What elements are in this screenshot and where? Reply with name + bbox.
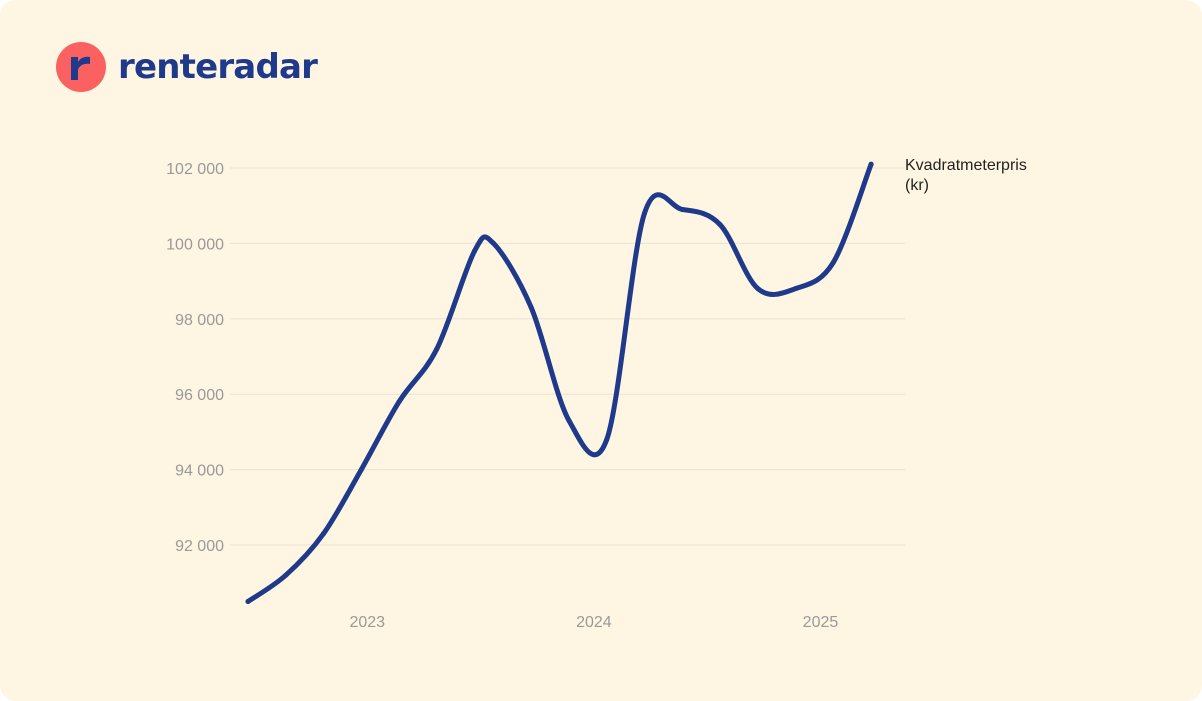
series-label-line: Kvadratmeterpris [905, 157, 1027, 174]
y-tick-label: 98 000 [175, 312, 224, 329]
data-point [245, 599, 251, 604]
series-line-kvadratmeterpris [245, 161, 874, 604]
x-axis-tick-labels: 2023 2024 2025 [349, 614, 838, 631]
data-point [396, 399, 402, 405]
y-tick-label: 102 000 [166, 161, 224, 178]
renteradar-logo-icon [56, 42, 106, 92]
data-point [434, 346, 440, 352]
brand-name: renteradar [118, 47, 318, 87]
data-point [830, 259, 836, 265]
x-tick-label: 2024 [576, 614, 612, 631]
data-point [472, 248, 478, 254]
data-point [642, 210, 647, 216]
data-point [566, 418, 572, 424]
series-label: Kvadratmeterpris (kr) [905, 157, 1027, 194]
y-tick-label: 96 000 [175, 387, 224, 404]
data-point [755, 286, 761, 292]
series-label-line: (kr) [905, 177, 929, 194]
x-tick-label: 2023 [349, 614, 385, 631]
y-axis-tick-labels: 92 000 94 000 96 000 98 000 100 000 102 000 [166, 161, 224, 555]
y-tick-label: 92 000 [175, 538, 224, 555]
data-point [528, 305, 534, 310]
data-point [679, 207, 685, 212]
y-tick-label: 100 000 [166, 236, 224, 253]
logo-letter-r [71, 56, 90, 80]
data-point [491, 240, 496, 246]
data-point [358, 467, 364, 473]
data-point [793, 286, 799, 292]
x-tick-label: 2025 [803, 614, 839, 631]
series-data-points [245, 161, 874, 604]
data-point [604, 436, 610, 442]
data-point [283, 572, 289, 578]
y-tick-label: 94 000 [175, 463, 224, 480]
brand-logo[interactable]: renteradar [56, 42, 318, 92]
grid-lines [230, 167, 905, 546]
data-point [717, 222, 723, 228]
data-point [321, 531, 326, 537]
logo-circle [56, 42, 106, 92]
data-point [868, 161, 874, 167]
